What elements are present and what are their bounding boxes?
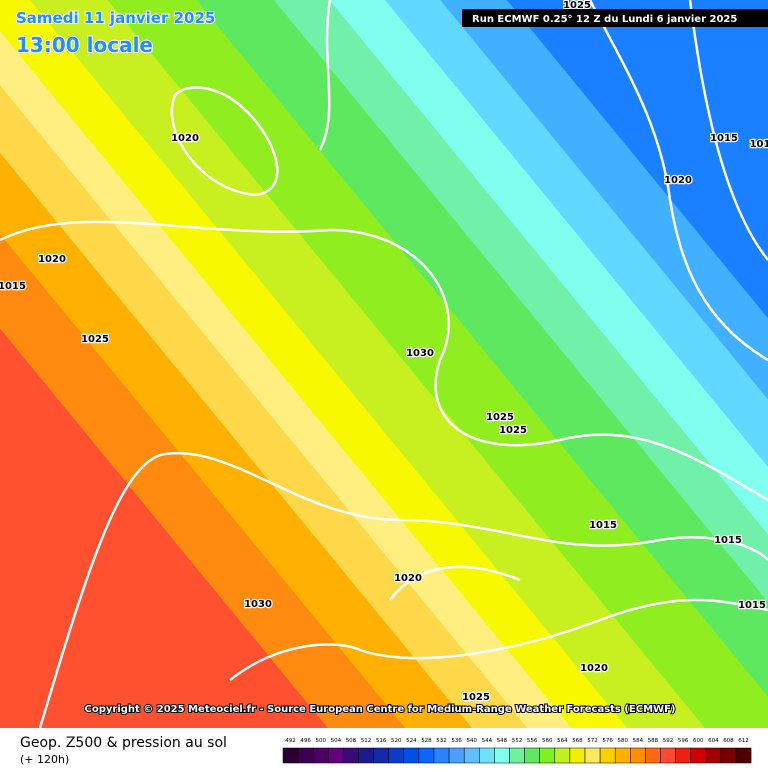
scale-swatch (373, 747, 389, 764)
date-title: Samedi 11 janvier 2025 (16, 9, 215, 27)
scale-swatch (645, 747, 661, 764)
scale-swatch (312, 747, 329, 764)
scale-swatch (509, 747, 525, 764)
scale-swatch (614, 747, 631, 764)
isobar-label: 1015 (589, 520, 617, 531)
isobar-label: 1025 (81, 334, 109, 345)
isobar-label: 1015 (738, 600, 766, 611)
scale-label: 520 (391, 738, 402, 744)
scale-swatch (343, 747, 359, 764)
isobar-label: 101 (750, 139, 768, 150)
isobar-label: 1015 (710, 133, 738, 144)
scale-swatch (479, 747, 495, 764)
scale-label: 564 (557, 738, 568, 744)
scale-label: 536 (451, 738, 462, 744)
scale-swatch (433, 747, 450, 764)
scale-label: 608 (723, 738, 734, 744)
isobar-label: 1015 (714, 535, 742, 546)
isobar-label: 1025 (486, 412, 514, 423)
scale-swatch (403, 747, 420, 764)
scale-label: 588 (648, 738, 659, 744)
scale-label: 580 (618, 738, 629, 744)
isobar-label: 1030 (244, 599, 272, 610)
time-title: 13:00 locale (16, 33, 153, 57)
run-box (462, 9, 768, 27)
isobars (0, 0, 768, 728)
scale-swatch (328, 747, 344, 764)
color-scale: 492 496 500 504 508 512 516 520 524 528 532 536 540 5… (282, 738, 752, 764)
scale-label: 544 (482, 738, 493, 744)
isobar-labels: 1025 1020 1020 1015 1025 1030 1025 1025 1015 101 1… (0, 0, 768, 704)
scale-label: 560 (542, 738, 553, 744)
footer-title: Geop. Z500 & pression au sol (20, 735, 227, 751)
scale-swatch (599, 747, 616, 764)
isobar-label: 1020 (580, 663, 608, 674)
isobar-label: 1020 (664, 175, 692, 186)
scale-swatch (494, 747, 510, 764)
scale-swatch (463, 747, 480, 764)
scale-swatch (569, 747, 586, 764)
isobar-label: 1020 (171, 133, 199, 144)
isobar-label: 1020 (394, 573, 422, 584)
scale-swatch (448, 747, 465, 764)
scale-swatch (282, 747, 299, 764)
isobar-label: 1015 (0, 281, 26, 292)
scale-swatch (297, 747, 314, 764)
scale-swatch (690, 747, 707, 764)
scale-label: 532 (436, 738, 447, 744)
scale-swatch (675, 747, 691, 764)
scale-swatch (524, 747, 540, 764)
isobar-label: 1025 (499, 425, 527, 436)
scale-label: 596 (678, 738, 689, 744)
scale-label: 576 (602, 738, 613, 744)
scale-swatch (630, 747, 646, 764)
scale-label: 524 (406, 738, 417, 744)
scale-swatch (705, 747, 722, 764)
scale-swatch (358, 747, 374, 764)
scale-label: 572 (587, 738, 598, 744)
scale-label: 528 (421, 738, 432, 744)
scale-swatch (418, 747, 435, 764)
map-field (0, 0, 768, 728)
scale-label: 556 (527, 738, 538, 744)
scale-label: 504 (331, 738, 342, 744)
footer-lead: (+ 120h) (20, 753, 69, 766)
scale-label: 600 (693, 738, 704, 744)
scale-label: 568 (572, 738, 583, 744)
scale-label: 512 (361, 738, 372, 744)
run-label: Run ECMWF 0.25° 12 Z du Lundi 6 janvier … (472, 14, 737, 25)
scale-label: 552 (512, 738, 523, 744)
scale-swatch (388, 747, 405, 764)
scale-label: 612 (738, 738, 749, 744)
scale-label: 508 (346, 738, 357, 744)
scale-swatch (584, 747, 601, 764)
scale-swatch (660, 747, 676, 764)
scale-label: 592 (663, 738, 674, 744)
isobar-label: 1020 (38, 254, 66, 265)
scale-label: 548 (497, 738, 508, 744)
scale-swatch (554, 747, 571, 764)
scale-label: 516 (376, 738, 387, 744)
scale-label: 584 (633, 738, 644, 744)
scale-swatch (720, 747, 737, 764)
scale-swatch (539, 747, 556, 764)
scale-swatch (735, 747, 752, 764)
isobar-label: 1030 (406, 348, 434, 359)
scale-label: 496 (300, 738, 311, 744)
scale-label: 492 (285, 738, 296, 744)
isobar-label: 1025 (462, 692, 490, 703)
scale-label: 540 (467, 738, 478, 744)
copyright: Copyright © 2025 Meteociel.fr - Source E… (85, 704, 676, 715)
scale-label: 500 (316, 738, 327, 744)
scale-label: 604 (708, 738, 719, 744)
